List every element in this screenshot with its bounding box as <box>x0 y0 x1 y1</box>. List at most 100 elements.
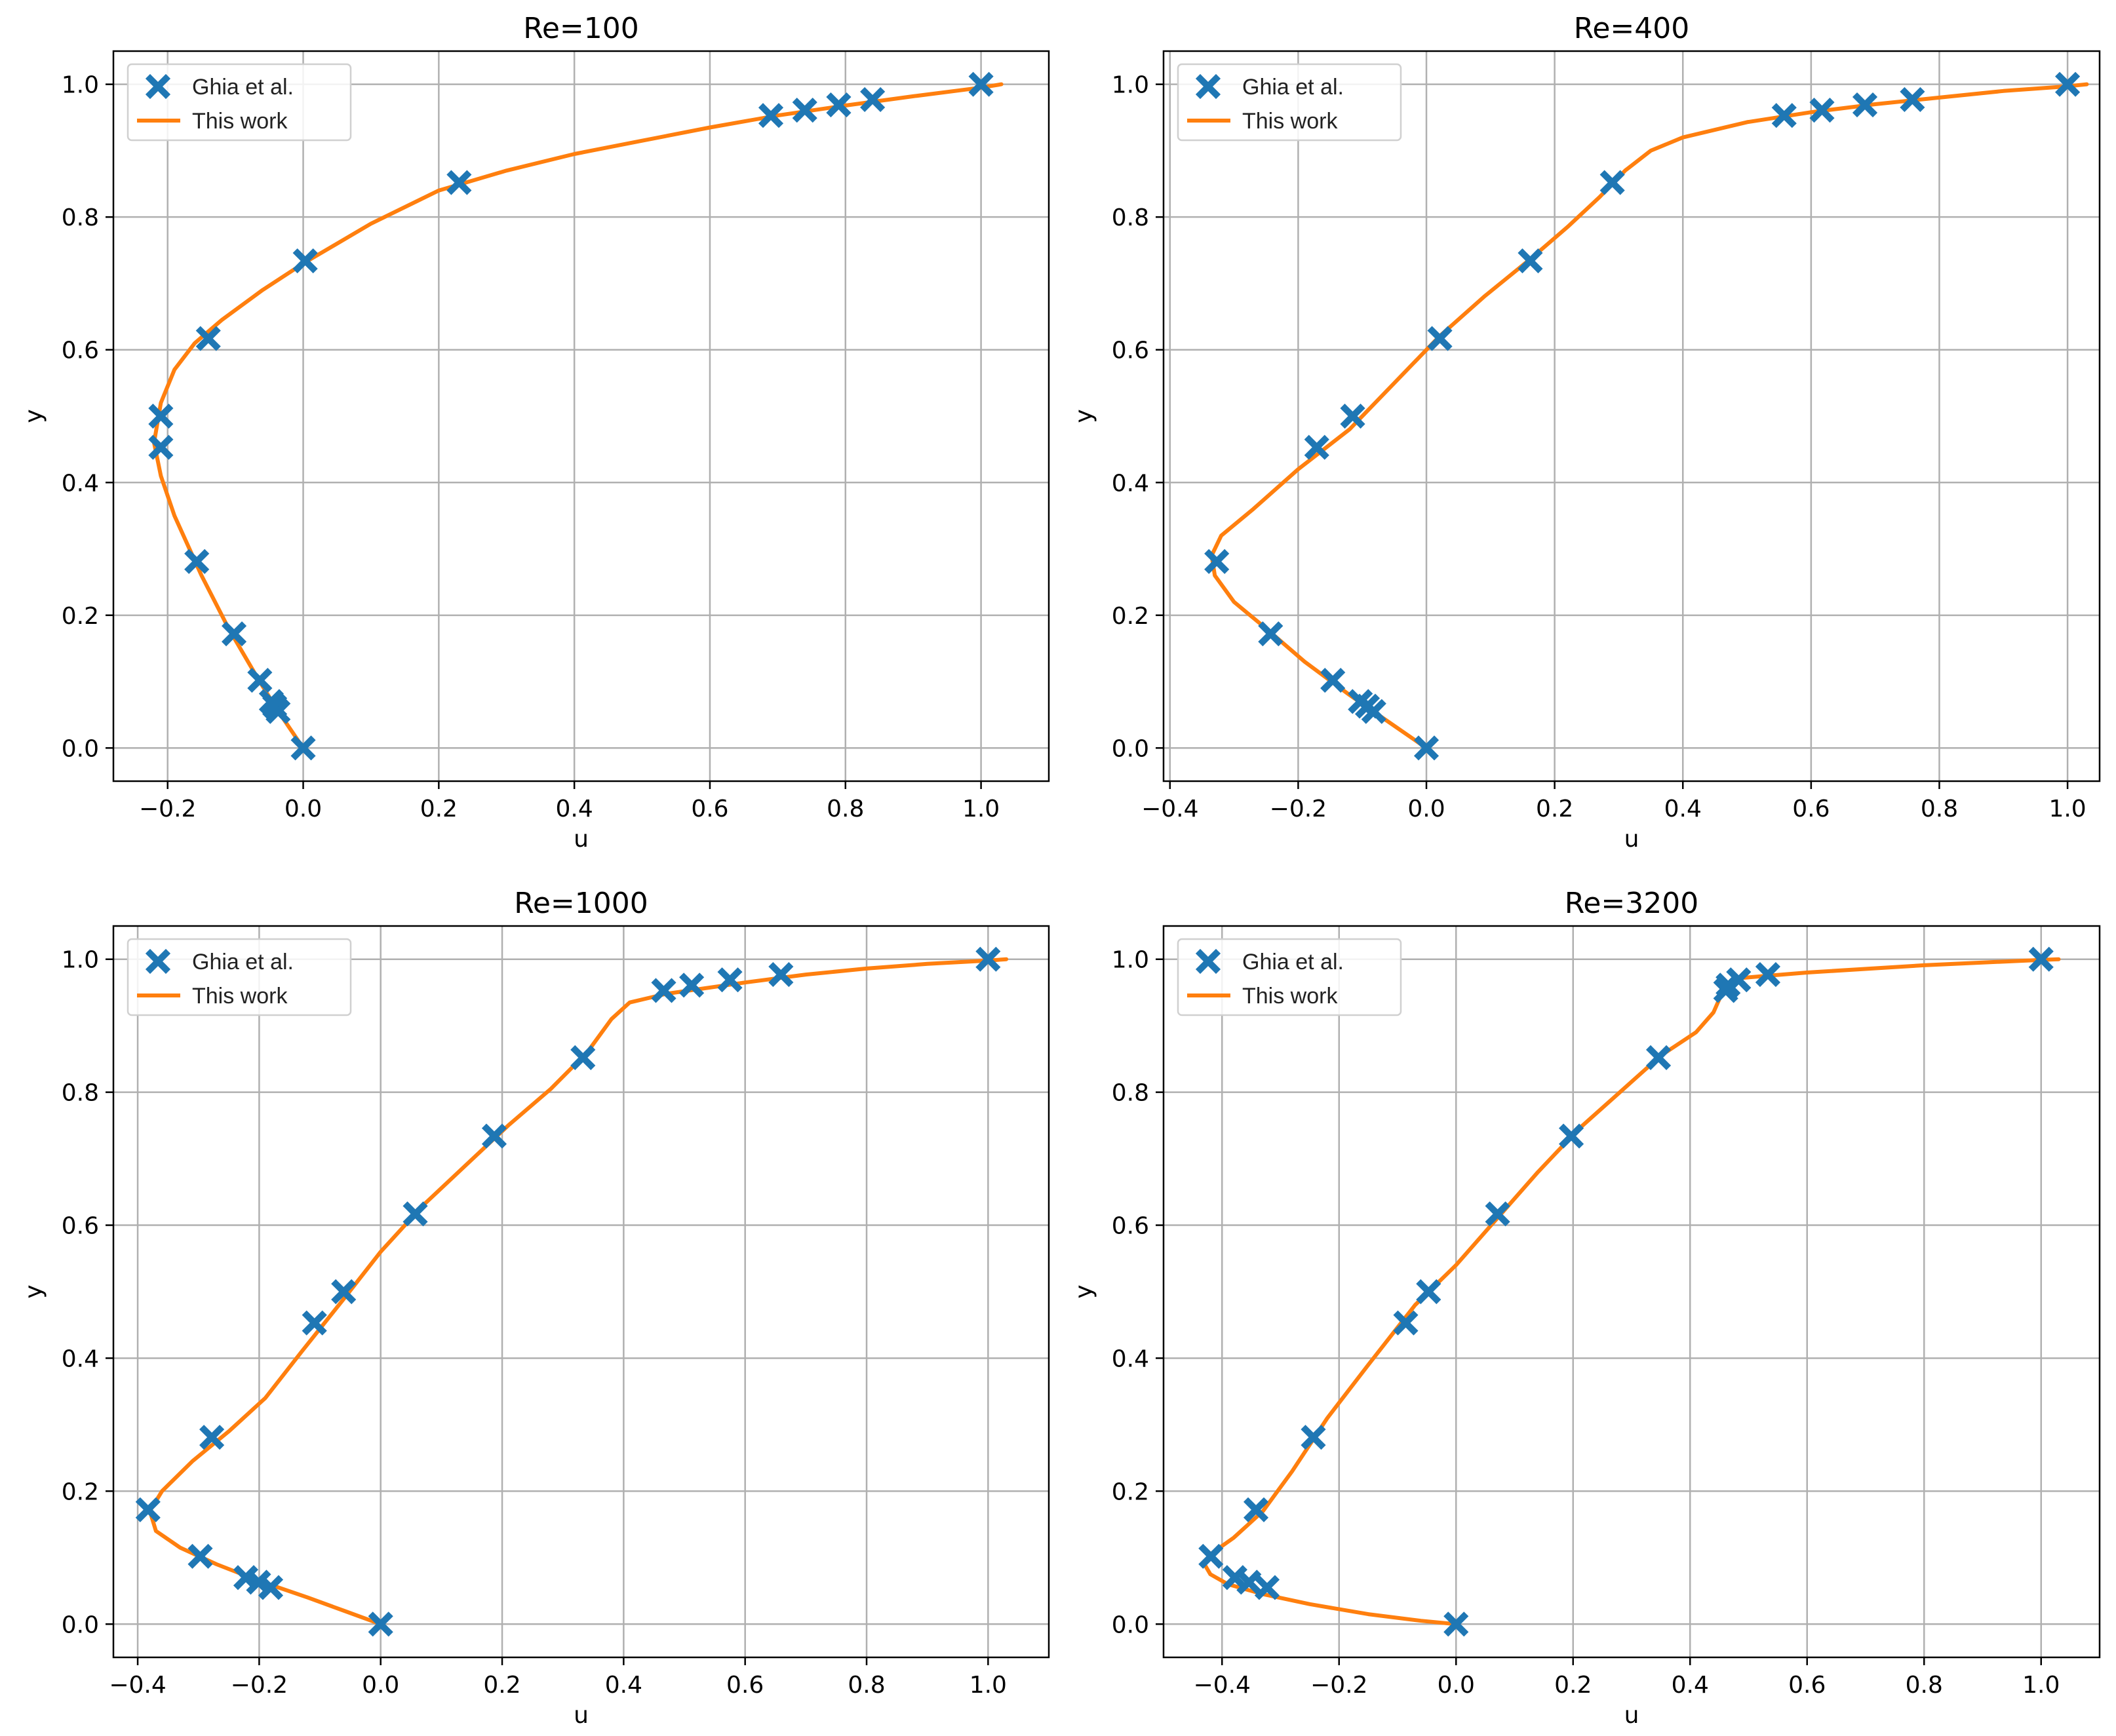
legend-label-this-work: This work <box>1242 109 1338 134</box>
legend: Ghia et al. This work <box>1177 63 1402 142</box>
data-point-ghia <box>1558 1123 1584 1149</box>
x-tick-label: 0.8 <box>1906 1672 1943 1699</box>
data-point-ghia <box>1393 1310 1419 1336</box>
x-tick-label: 0.0 <box>362 1672 399 1699</box>
data-point-ghia <box>368 1611 393 1637</box>
data-point-ghia <box>792 98 817 123</box>
y-tick-label: 0.0 <box>62 1611 99 1638</box>
x-tick-label: −0.2 <box>139 796 196 822</box>
x-tick-label: 0.2 <box>1536 796 1573 822</box>
data-point-ghia <box>135 1497 161 1522</box>
legend-label-this-work: This work <box>1242 984 1338 1009</box>
y-tick-label: 1.0 <box>1112 947 1149 974</box>
legend-marker-ghia <box>1195 948 1221 974</box>
y-axis-label: y <box>1070 1284 1097 1298</box>
data-point-ghia <box>1243 1497 1269 1522</box>
legend-label-ghia: Ghia et al. <box>192 75 294 100</box>
data-point-ghia <box>446 170 472 195</box>
chart-title: Re=3200 <box>1565 887 1699 920</box>
data-point-ghia <box>975 946 1001 972</box>
x-tick-label: 0.6 <box>726 1672 764 1699</box>
data-point-ghia <box>1852 92 1878 118</box>
data-point-ghia <box>265 699 291 724</box>
legend: Ghia et al. This work <box>1177 938 1402 1016</box>
data-point-ghia <box>1809 98 1835 123</box>
legend-box <box>1177 938 1402 1016</box>
y-axis-label: y <box>1070 409 1097 423</box>
chart-title: Re=100 <box>523 12 639 45</box>
data-point-ghia <box>758 103 784 128</box>
data-point-ghia <box>1485 1201 1510 1227</box>
data-point-ghia <box>1304 434 1329 460</box>
data-point-ghia <box>679 973 705 998</box>
y-axis-label: y <box>20 1284 47 1298</box>
legend-marker-ghia <box>1195 73 1221 100</box>
data-point-ghia <box>199 1425 225 1450</box>
data-point-ghia <box>651 978 676 1003</box>
x-tick-label: −0.2 <box>1270 796 1327 822</box>
data-point-ghia <box>247 667 273 693</box>
data-point-ghia <box>1443 1611 1469 1637</box>
x-tick-label: 1.0 <box>962 796 1000 822</box>
x-tick-label: −0.4 <box>1194 1672 1251 1699</box>
x-tick-label: −0.2 <box>1310 1672 1367 1699</box>
x-tick-label: −0.4 <box>1141 796 1198 822</box>
y-tick-label: 0.2 <box>1112 1478 1149 1505</box>
y-tick-label: 0.8 <box>62 1080 99 1107</box>
y-tick-label: 0.2 <box>62 603 99 630</box>
data-point-ghia <box>481 1123 507 1149</box>
y-tick-label: 0.6 <box>62 1213 99 1240</box>
data-point-ghia <box>184 549 210 574</box>
data-point-ghia <box>402 1201 428 1227</box>
data-point-ghia <box>1361 699 1386 724</box>
y-tick-label: 0.4 <box>62 470 99 497</box>
x-tick-label: 1.0 <box>2022 1672 2060 1699</box>
data-point-ghia <box>1599 170 1625 195</box>
legend-box <box>127 938 352 1016</box>
axes-frame <box>112 50 1050 782</box>
y-tick-label: 0.2 <box>62 1478 99 1505</box>
y-tick-label: 0.0 <box>1112 1611 1149 1638</box>
data-point-ghia <box>292 248 318 274</box>
data-point-ghia <box>1413 735 1440 761</box>
data-point-ghia <box>1204 549 1230 574</box>
x-tick-label: 0.0 <box>284 796 322 822</box>
data-point-ghia <box>968 71 994 97</box>
x-tick-label: 0.2 <box>483 1672 520 1699</box>
data-point-ghia <box>2028 946 2054 972</box>
legend: Ghia et al. This work <box>127 63 352 142</box>
axes-frame <box>112 925 1050 1659</box>
data-point-ghia <box>826 92 852 118</box>
legend-label-ghia: Ghia et al. <box>192 950 294 974</box>
y-tick-label: 1.0 <box>62 947 99 974</box>
chart-title: Re=1000 <box>514 887 648 920</box>
y-tick-label: 0.6 <box>62 338 99 364</box>
x-tick-label: 1.0 <box>970 1672 1007 1699</box>
data-point-ghia <box>148 403 174 429</box>
y-tick-label: 1.0 <box>1112 72 1149 99</box>
legend-label-ghia: Ghia et al. <box>1242 75 1344 100</box>
x-tick-label: 0.4 <box>1664 796 1702 822</box>
x-tick-label: 0.6 <box>691 796 728 822</box>
legend-box <box>127 63 352 142</box>
data-point-ghia <box>1236 1570 1262 1595</box>
x-tick-label: 0.8 <box>1921 796 1958 822</box>
legend-box <box>1177 63 1402 142</box>
data-point-ghia <box>1198 1543 1224 1569</box>
y-tick-label: 0.8 <box>1112 204 1149 231</box>
axes-frame <box>1162 925 2101 1659</box>
data-point-ghia <box>1645 1045 1672 1070</box>
subplot-4: −0.4 −0.2 0.0 0.2 0.4 0.6 0.8 1.0 0.0 0.2 0.4 0.6 0.… <box>1070 887 2101 1729</box>
data-point-ghia <box>717 967 743 993</box>
y-tick-label: 0.8 <box>1112 1080 1149 1107</box>
x-axis-label: u <box>1624 826 1639 853</box>
x-axis-label: u <box>1624 1702 1639 1729</box>
x-axis-label: u <box>574 826 589 853</box>
series-line-this-work <box>1209 82 2089 750</box>
x-tick-label: 0.2 <box>1554 1672 1592 1699</box>
y-tick-label: 0.2 <box>1112 603 1149 630</box>
data-point-ghia <box>1301 1425 1326 1450</box>
series-line-this-work <box>152 82 1004 750</box>
x-tick-label: 0.6 <box>1788 1672 1826 1699</box>
x-axis-label: u <box>574 1702 589 1729</box>
